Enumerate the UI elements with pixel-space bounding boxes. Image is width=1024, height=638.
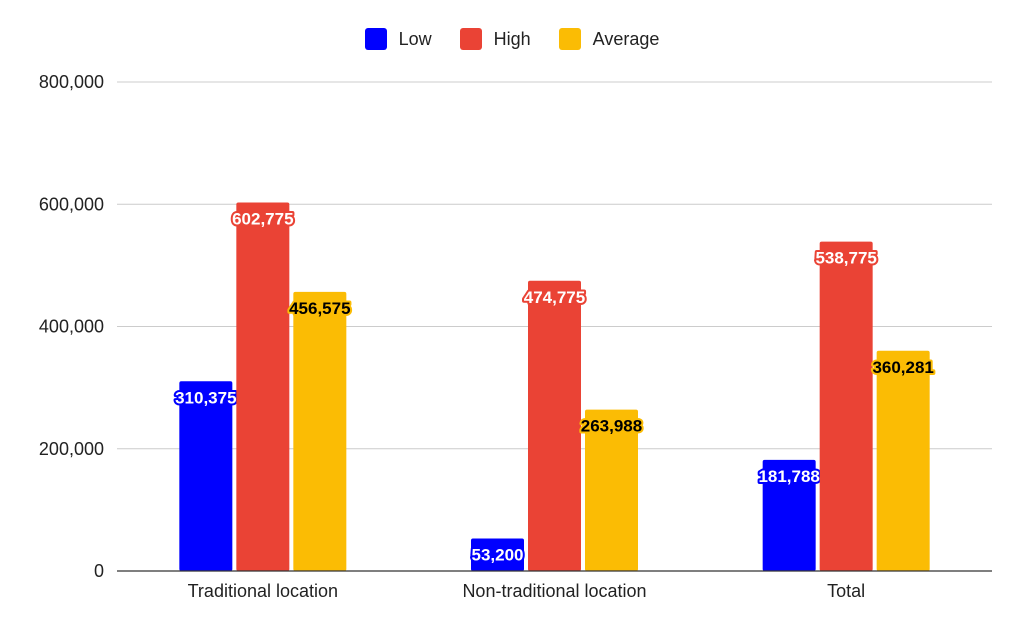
legend-label-high: High xyxy=(493,28,531,49)
bar xyxy=(471,538,524,571)
data-label: 310,375 xyxy=(175,388,236,407)
y-tick-label: 600,000 xyxy=(39,194,104,214)
bar xyxy=(585,409,638,571)
y-tick-label: 400,000 xyxy=(39,317,104,337)
data-label: 602,775 xyxy=(232,210,293,229)
data-label: 538,775 xyxy=(815,249,876,268)
y-tick-label: 200,000 xyxy=(39,439,104,459)
bar xyxy=(876,350,930,571)
legend-item-low: Low xyxy=(364,28,432,50)
bar xyxy=(236,202,290,572)
x-tick-label: Total xyxy=(827,581,865,601)
bar xyxy=(528,280,581,571)
data-label: 181,788 xyxy=(758,467,819,486)
bar xyxy=(819,241,873,572)
x-tick-label: Traditional location xyxy=(188,581,338,601)
data-label: 474,775 xyxy=(524,288,585,307)
bar xyxy=(293,291,347,571)
legend-item-average: Average xyxy=(558,28,660,50)
bar xyxy=(762,459,816,571)
y-tick-label: 800,000 xyxy=(39,72,104,92)
legend: Low High Average xyxy=(0,28,1024,50)
legend-item-high: High xyxy=(459,28,531,50)
data-label: 360,281 xyxy=(872,358,933,377)
y-tick-label: 0 xyxy=(94,561,104,581)
x-tick-label: Non-traditional location xyxy=(462,581,646,601)
data-label: 53,200 xyxy=(472,545,524,564)
legend-swatch-high xyxy=(459,28,482,50)
data-label: 456,575 xyxy=(289,299,350,318)
legend-swatch-low xyxy=(364,28,387,50)
data-label: 263,988 xyxy=(581,417,642,436)
bar xyxy=(179,381,233,571)
legend-label-average: Average xyxy=(592,28,660,49)
legend-swatch-average xyxy=(558,28,581,50)
legend-label-low: Low xyxy=(398,28,432,49)
